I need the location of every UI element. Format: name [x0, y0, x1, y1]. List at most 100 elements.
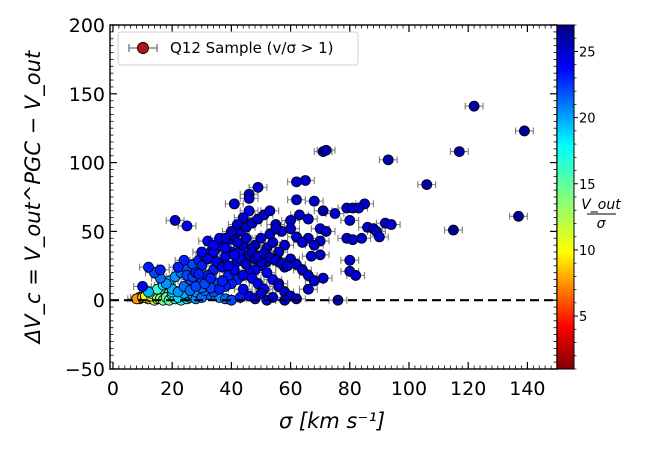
data-point [208, 239, 220, 251]
colorbar-tick-label: 10 [579, 244, 596, 259]
data-point [302, 283, 314, 295]
data-point [317, 205, 329, 217]
data-point [320, 144, 332, 156]
data-point [291, 293, 302, 305]
data-point [264, 205, 276, 217]
x-tick-label: 60 [278, 378, 302, 400]
colorbar-label-denominator: σ [597, 216, 607, 232]
data-point [297, 237, 308, 248]
y-tick-label: −50 [65, 359, 105, 381]
y-tick-label: 0 [93, 290, 105, 312]
data-point [217, 275, 228, 287]
data-point [344, 254, 356, 266]
data-point [154, 264, 166, 276]
data-point [228, 249, 240, 261]
data-point [137, 281, 148, 292]
x-tick-label: 140 [509, 378, 545, 400]
data-point [308, 239, 320, 251]
legend-box [117, 31, 359, 66]
x-tick-label: 40 [219, 378, 243, 400]
colorbar-gradient [556, 24, 575, 370]
data-point [344, 214, 356, 226]
data-point [421, 179, 433, 191]
data-point [205, 272, 217, 284]
data-point [308, 195, 320, 207]
data-point [243, 192, 255, 204]
colorbar-tick-label: 5 [579, 310, 587, 325]
data-point [468, 100, 480, 112]
data-point [223, 260, 234, 272]
x-tick-label: 0 [107, 378, 119, 400]
y-axis-label: ΔV_c = V_out^PGC − V_out [21, 50, 46, 345]
data-point [240, 259, 252, 270]
data-point [240, 232, 252, 244]
data-point [302, 213, 314, 225]
data-point [294, 209, 305, 221]
data-point [237, 270, 249, 281]
colorbar-tick-label: 25 [579, 45, 596, 60]
data-point [353, 202, 365, 214]
x-axis-label: σ [km s⁻¹] [279, 409, 385, 433]
data-point [255, 232, 267, 244]
data-point [181, 220, 193, 232]
data-point [291, 176, 302, 188]
data-point [237, 283, 249, 295]
data-point [178, 254, 190, 266]
data-point [305, 250, 317, 262]
data-points [131, 100, 530, 306]
data-point [190, 281, 202, 292]
colorbar-label-numerator: V_out [581, 197, 621, 213]
colorbar: 5 10 15 20 25 V_out σ [556, 24, 621, 370]
y-tick-label: 50 [81, 221, 105, 243]
x-tick-label: 120 [450, 378, 486, 400]
colorbar-ticks: 5 10 15 20 25 [574, 24, 596, 370]
data-point [385, 219, 397, 230]
data-point [314, 249, 326, 261]
data-point [252, 181, 264, 193]
data-point [231, 219, 243, 230]
data-point [225, 225, 237, 237]
data-point [519, 125, 530, 137]
data-point [285, 223, 296, 235]
data-point [220, 232, 231, 244]
data-point [220, 242, 231, 254]
data-point [350, 270, 362, 281]
data-point [261, 267, 273, 279]
data-point [329, 208, 341, 219]
y-tick-label: 100 [69, 153, 105, 175]
data-point [447, 224, 459, 236]
data-point [320, 225, 332, 237]
data-point [299, 175, 311, 186]
x-tick-label: 80 [338, 378, 362, 400]
colorbar-tick-label: 15 [579, 178, 596, 193]
data-point [513, 210, 524, 222]
data-point [347, 234, 359, 246]
x-tick-label: 100 [391, 378, 427, 400]
y-tick-label: 150 [69, 84, 105, 106]
data-point [317, 272, 329, 284]
colorbar-tick-label: 20 [579, 112, 596, 127]
data-point [382, 154, 394, 166]
data-point [356, 232, 368, 244]
y-tick-label: 200 [69, 15, 105, 37]
legend: Q12 Sample (v/σ > 1) [117, 31, 359, 66]
plot-frame [109, 24, 558, 370]
data-point [453, 146, 465, 157]
data-point [279, 239, 291, 251]
x-tick-label: 20 [160, 378, 184, 400]
data-point [196, 246, 208, 258]
data-point [255, 287, 267, 299]
data-point [282, 260, 294, 272]
data-point [270, 223, 282, 235]
data-point [143, 261, 154, 273]
data-point [237, 212, 249, 224]
data-point [169, 214, 181, 226]
data-point [308, 275, 320, 287]
legend-label: Q12 Sample (v/σ > 1) [170, 39, 333, 57]
data-point [231, 237, 243, 248]
data-point [291, 194, 302, 206]
data-point [193, 268, 205, 280]
